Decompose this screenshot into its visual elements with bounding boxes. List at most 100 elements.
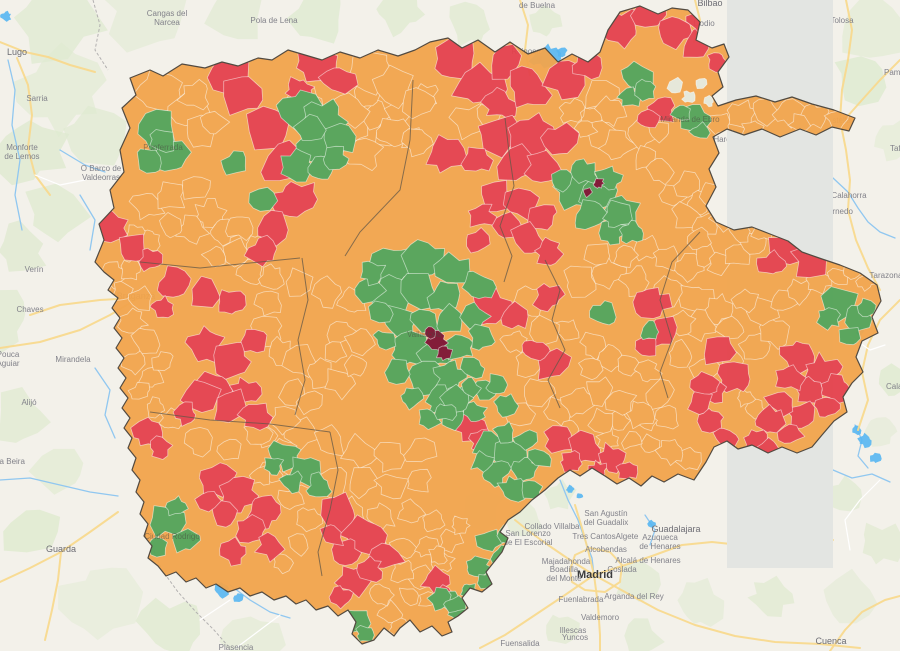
region-cell-orange[interactable] (652, 245, 679, 272)
region-cell-nodata[interactable] (695, 78, 708, 89)
region-cell-dark_red[interactable] (583, 187, 593, 199)
region-cell-green[interactable] (220, 150, 247, 176)
region-cell-red[interactable] (480, 87, 517, 119)
region-cell-orange[interactable] (347, 49, 394, 96)
region-cell-orange[interactable] (428, 545, 448, 565)
region-cell-green[interactable] (360, 260, 387, 287)
region-cell-orange[interactable] (340, 432, 381, 469)
region-cell-red[interactable] (356, 555, 383, 583)
region-cell-red[interactable] (149, 294, 175, 319)
region-cell-orange[interactable] (714, 315, 745, 340)
region-cell-orange[interactable] (343, 328, 376, 357)
region-cell-green[interactable] (172, 528, 201, 554)
region-cell-red[interactable] (632, 287, 673, 319)
region-cell-orange[interactable] (295, 390, 323, 416)
region-cell-orange[interactable] (422, 509, 446, 533)
region-cell-orange[interactable] (654, 404, 679, 430)
region-cell-green[interactable] (602, 199, 633, 228)
region-cell-orange[interactable] (307, 357, 332, 390)
region-cell-green[interactable] (688, 121, 711, 139)
region-cell-orange[interactable] (613, 244, 639, 268)
region-cell-red[interactable] (211, 499, 239, 528)
region-cell-green[interactable] (640, 320, 660, 341)
region-cell-orange[interactable] (369, 583, 395, 607)
region-cell-nodata[interactable] (703, 95, 714, 108)
region-cell-orange[interactable] (373, 442, 407, 473)
region-cell-green[interactable] (248, 186, 279, 212)
region-cell-nodata[interactable] (681, 90, 696, 103)
region-cell-orange[interactable] (127, 285, 152, 311)
region-cell-green[interactable] (400, 273, 437, 311)
region-cell-orange[interactable] (451, 515, 471, 535)
region-cell-orange[interactable] (311, 275, 343, 309)
region-cell-orange[interactable] (558, 98, 586, 124)
region-cell-nodata[interactable] (666, 76, 683, 94)
region-cell-dark_red[interactable] (424, 326, 436, 340)
region-cell-green[interactable] (433, 251, 471, 284)
region-cell-orange[interactable] (349, 466, 378, 500)
region-cell-red[interactable] (240, 328, 268, 354)
region-cell-red[interactable] (571, 51, 603, 80)
region-cell-red[interactable] (460, 146, 494, 172)
region-cell-orange[interactable] (645, 378, 675, 410)
region-cell-green[interactable] (460, 377, 482, 399)
region-cell-green[interactable] (570, 158, 598, 184)
region-cell-orange[interactable] (563, 265, 597, 298)
region-cell-green[interactable] (267, 440, 302, 473)
region-cell-orange[interactable] (499, 330, 528, 354)
region-cell-orange[interactable] (669, 338, 693, 368)
region-cell-red[interactable] (527, 204, 558, 231)
region-cell-orange[interactable] (343, 354, 368, 378)
region-cell-orange[interactable] (604, 389, 638, 416)
region-cell-red[interactable] (218, 289, 247, 315)
region-cell-green[interactable] (418, 408, 442, 431)
region-cell-red[interactable] (223, 76, 264, 116)
region-cell-dark_red[interactable] (592, 178, 605, 189)
region-cell-red[interactable] (704, 336, 737, 366)
region-cell-orange[interactable] (130, 327, 161, 355)
region-cell-green[interactable] (474, 528, 506, 552)
region-cell-green[interactable] (485, 373, 508, 394)
region-cell-red[interactable] (756, 249, 788, 275)
region-cell-orange[interactable] (633, 234, 660, 262)
region-cell-orange[interactable] (594, 95, 628, 127)
region-cell-green[interactable] (616, 86, 641, 107)
region-cell-orange[interactable] (326, 321, 359, 345)
region-cell-green[interactable] (263, 457, 285, 476)
region-cell-dark_red[interactable] (435, 345, 454, 362)
region-cell-green[interactable] (634, 78, 657, 102)
region-cell-red[interactable] (235, 514, 266, 544)
region-cell-orange[interactable] (529, 314, 560, 346)
region-cell-green[interactable] (856, 297, 877, 318)
region-cell-red[interactable] (615, 461, 639, 480)
region-cell-orange[interactable] (287, 533, 309, 557)
region-cell-orange[interactable] (253, 290, 282, 317)
region-cell-green[interactable] (838, 327, 861, 346)
region-cell-orange[interactable] (373, 473, 409, 500)
region-cell-orange[interactable] (225, 216, 254, 242)
region-cell-green[interactable] (136, 148, 162, 174)
region-cell-red[interactable] (689, 371, 721, 395)
region-cell-green[interactable] (400, 387, 425, 411)
region-cell-orange[interactable] (199, 110, 231, 135)
region-cell-green[interactable] (384, 358, 411, 385)
region-cell-orange[interactable] (390, 560, 415, 584)
region-cell-red[interactable] (156, 265, 192, 298)
region-cell-orange[interactable] (176, 79, 210, 111)
region-cell-green[interactable] (292, 113, 327, 141)
region-cell-orange[interactable] (273, 553, 294, 575)
region-cell-green[interactable] (323, 122, 357, 154)
region-cell-green[interactable] (492, 421, 514, 444)
region-cell-green[interactable] (527, 448, 552, 468)
region-cell-orange[interactable] (752, 97, 781, 127)
region-cell-green[interactable] (461, 270, 497, 300)
region-cell-green[interactable] (280, 147, 317, 183)
region-cell-orange[interactable] (127, 381, 151, 400)
region-cell-red[interactable] (467, 203, 498, 228)
region-cell-orange[interactable] (371, 64, 414, 110)
region-cell-red[interactable] (543, 425, 574, 454)
region-cell-orange[interactable] (296, 507, 324, 533)
region-cell-red[interactable] (658, 16, 694, 50)
region-cell-green[interactable] (149, 129, 175, 153)
